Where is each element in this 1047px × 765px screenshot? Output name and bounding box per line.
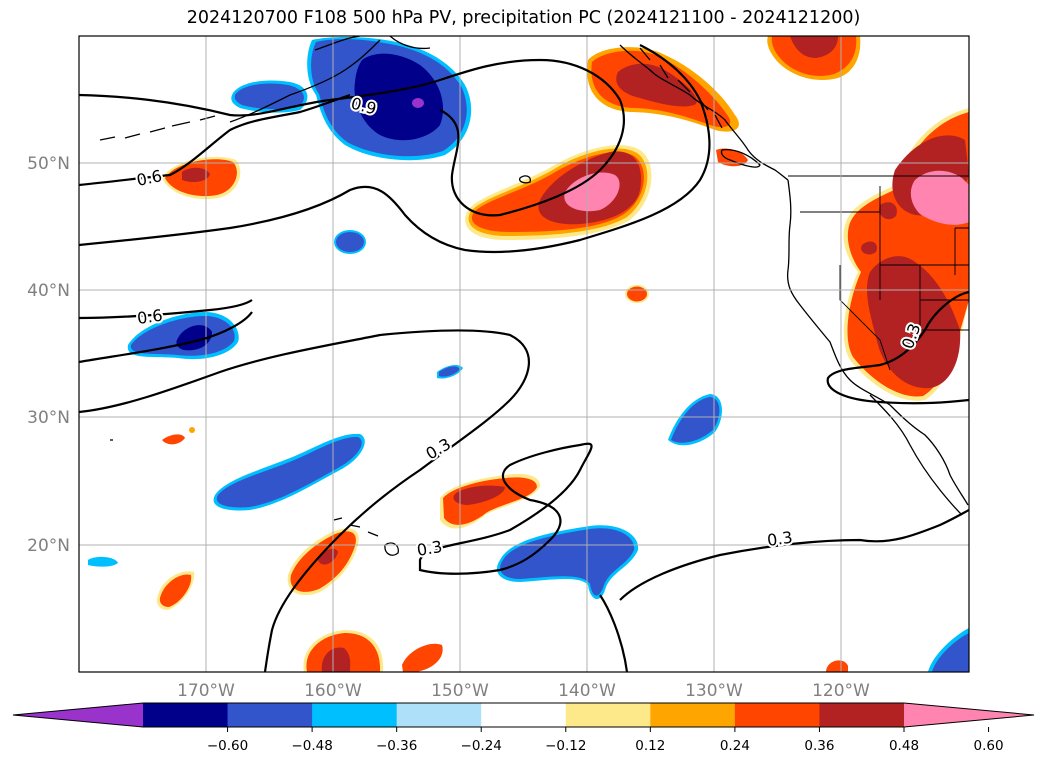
pv-contour-0.3-loop — [418, 442, 593, 575]
colorbar-tick-label: 0.48 — [889, 738, 919, 754]
map-title: 2024120700 F108 500 hPa PV, precipitatio… — [186, 8, 861, 28]
pv-contour-0.9 — [79, 58, 625, 217]
lon-tick-labels: 170°W 160°W 150°W 140°W 130°W 120°W — [177, 681, 870, 701]
political-borders — [788, 175, 969, 371]
lat-tick-labels: 50°N 40°N 30°N 20°N — [27, 154, 70, 556]
lat-tick-label: 20°N — [27, 536, 70, 556]
colorbar-tick-label: −0.12 — [545, 738, 586, 754]
lon-tick-label: 150°W — [431, 681, 489, 701]
colorbar-segment — [396, 703, 482, 727]
colorbar-segment — [565, 703, 651, 727]
lon-tick-label: 120°W — [812, 681, 870, 701]
lon-tick-label: 140°W — [558, 681, 616, 701]
lon-tick-label: 170°W — [177, 681, 235, 701]
pv-contour-0.6-ridge — [79, 44, 711, 254]
positive-precip-regions — [156, 36, 969, 672]
colorbar-tick-labels: −0.60 −0.48 −0.36 −0.24 −0.12 0.12 0.24 0.36 0.4… — [207, 727, 1004, 754]
contour-label: 0.6 — [135, 166, 164, 190]
colorbar-segment — [819, 703, 905, 727]
colorbar-segment — [481, 703, 567, 727]
colorbar-segment — [143, 703, 229, 727]
colorbar-segment — [312, 703, 398, 727]
colorbar-tick-label: 0.60 — [974, 738, 1004, 754]
colorbar-segment — [227, 703, 313, 727]
colorbar-tick-label: −0.36 — [376, 738, 417, 754]
colorbar-extend-min — [13, 703, 143, 727]
colorbar-tick-label: 0.12 — [635, 738, 665, 754]
colorbar-segment — [650, 703, 736, 727]
lon-tick-label: 130°W — [685, 681, 743, 701]
coastlines — [99, 36, 969, 556]
colorbar — [12, 702, 1035, 728]
colorbar-segment — [734, 703, 820, 727]
map-frame — [78, 35, 970, 673]
colorbar-tick-label: 0.24 — [720, 738, 750, 754]
colorbar-tick-label: −0.24 — [461, 738, 502, 754]
lon-tick-label: 160°W — [304, 681, 362, 701]
pv-contour-0.3-long — [79, 329, 530, 672]
lat-tick-label: 40°N — [27, 281, 70, 301]
negative-precip-regions — [88, 37, 969, 672]
colorbar-tick-label: −0.60 — [207, 738, 248, 754]
contour-label: 0.6 — [136, 306, 164, 328]
colorbar-extend-max — [904, 703, 1034, 727]
colorbar-tick-label: 0.36 — [804, 738, 834, 754]
pv-contour-0.3-east — [619, 509, 969, 601]
contour-label: 0.3 — [766, 528, 794, 550]
lat-tick-label: 50°N — [27, 154, 70, 174]
gridlines — [79, 36, 969, 672]
colorbar-tick-label: −0.48 — [291, 738, 332, 754]
colorbar-outline — [12, 702, 1035, 728]
pv-contours — [79, 44, 969, 672]
pv-contour-0.6-north — [79, 93, 351, 187]
lat-tick-label: 30°N — [27, 408, 70, 428]
